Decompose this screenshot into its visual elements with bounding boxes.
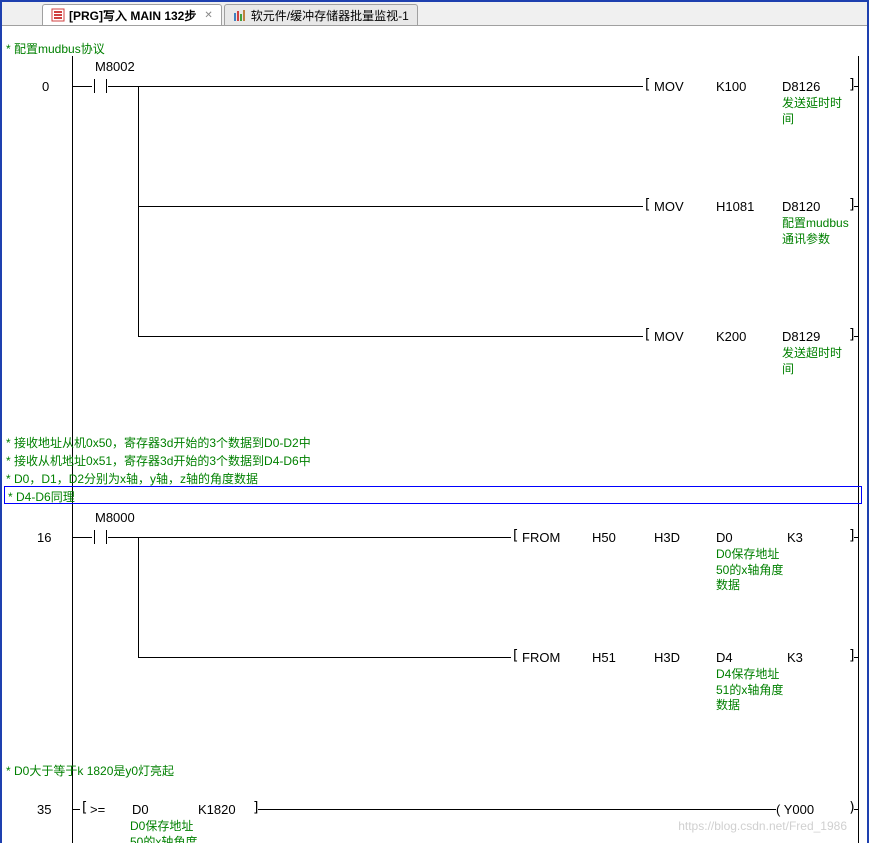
step-number: 16	[37, 530, 51, 545]
wire	[854, 537, 859, 538]
operand: K100	[716, 79, 746, 94]
wire	[138, 206, 643, 207]
tab-bar: [PRG]写入 MAIN 132步 ✕ 软元件/缓冲存储器批量监视-1	[2, 2, 867, 26]
operand-comment: D4保存地址51的x轴角度数据	[716, 667, 786, 714]
wire	[72, 809, 80, 810]
wire	[854, 206, 859, 207]
instruction: MOV	[654, 79, 684, 94]
instruction: MOV	[654, 199, 684, 214]
step-number: 0	[42, 79, 49, 94]
step-number: 35	[37, 802, 51, 817]
output-coil[interactable]: ( Y000	[776, 802, 814, 817]
bracket: [	[643, 197, 651, 213]
wire	[138, 86, 139, 336]
section-comment: * 接收从机地址0x51，寄存器3d开始的3个数据到D4-D6中	[6, 452, 311, 469]
compare-op: >=	[90, 802, 105, 817]
operand-comment: D0保存地址50的x轴角度数据	[716, 547, 786, 594]
bracket: [	[643, 327, 651, 343]
close-icon[interactable]: ✕	[204, 10, 212, 21]
operand-comment: 发送延时时间	[782, 96, 852, 127]
bracket: [	[511, 528, 519, 544]
instruction: FROM	[522, 530, 560, 545]
frame-label: * D4-D6同理	[8, 488, 75, 505]
bracket: [	[80, 800, 88, 816]
wire	[854, 657, 859, 658]
bracket: ]	[848, 648, 856, 664]
wire	[138, 537, 139, 657]
operand: D0	[132, 802, 149, 817]
operand: H1081	[716, 199, 754, 214]
right-rail	[858, 56, 859, 843]
operand: D8129	[782, 329, 820, 344]
wire	[854, 809, 859, 810]
instruction: FROM	[522, 650, 560, 665]
contact-label: M8002	[95, 59, 135, 74]
tab-label: [PRG]写入 MAIN 132步	[69, 7, 196, 24]
operand: D4	[716, 650, 733, 665]
bracket: ]	[848, 77, 856, 93]
tab-main[interactable]: [PRG]写入 MAIN 132步 ✕	[42, 4, 222, 25]
wire	[72, 86, 92, 87]
selection-frame[interactable]	[4, 486, 862, 504]
operand: K1820	[198, 802, 236, 817]
wire	[258, 809, 776, 810]
operand: H50	[592, 530, 616, 545]
operand: K200	[716, 329, 746, 344]
contact-label: M8000	[95, 510, 135, 525]
operand: D0	[716, 530, 733, 545]
tab-monitor[interactable]: 软元件/缓冲存储器批量监视-1	[224, 4, 418, 25]
wire	[138, 657, 511, 658]
tab-label: 软元件/缓冲存储器批量监视-1	[251, 7, 409, 24]
operand: D8126	[782, 79, 820, 94]
bracket: [	[643, 77, 651, 93]
instruction: MOV	[654, 329, 684, 344]
section-comment: * 配置mudbus协议	[6, 40, 105, 57]
bracket: [	[511, 648, 519, 664]
bracket: ]	[848, 528, 856, 544]
bracket: ]	[848, 327, 856, 343]
operand: H51	[592, 650, 616, 665]
wire	[138, 537, 511, 538]
ladder-diagram: * 配置mudbus协议 M8002 0 [ MOV K100 D8126 ] …	[2, 26, 867, 843]
operand: H3D	[654, 650, 680, 665]
operand: H3D	[654, 530, 680, 545]
wire	[138, 86, 643, 87]
wire	[108, 537, 138, 538]
monitor-icon	[233, 8, 247, 22]
coil-close: )	[848, 800, 856, 816]
operand: D8120	[782, 199, 820, 214]
section-comment: * D0大于等于k 1820是y0灯亮起	[6, 762, 174, 779]
wire	[72, 537, 92, 538]
operand-comment: 发送超时时间	[782, 346, 852, 377]
wire	[854, 86, 859, 87]
section-comment: * 接收地址从机0x50，寄存器3d开始的3个数据到D0-D2中	[6, 434, 311, 451]
section-comment: * D0，D1，D2分别为x轴，y轴，z轴的角度数据	[6, 470, 258, 487]
wire	[854, 336, 859, 337]
bracket: ]	[848, 197, 856, 213]
operand-comment: 配置mudbus通讯参数	[782, 216, 852, 247]
operand: K3	[787, 530, 803, 545]
bracket: ]	[252, 800, 260, 816]
program-icon	[51, 8, 65, 22]
operand: K3	[787, 650, 803, 665]
wire	[138, 336, 643, 337]
watermark: https://blog.csdn.net/Fred_1986	[678, 819, 847, 833]
wire	[108, 86, 138, 87]
operand-comment: D0保存地址50的x轴角度数据	[130, 819, 200, 843]
